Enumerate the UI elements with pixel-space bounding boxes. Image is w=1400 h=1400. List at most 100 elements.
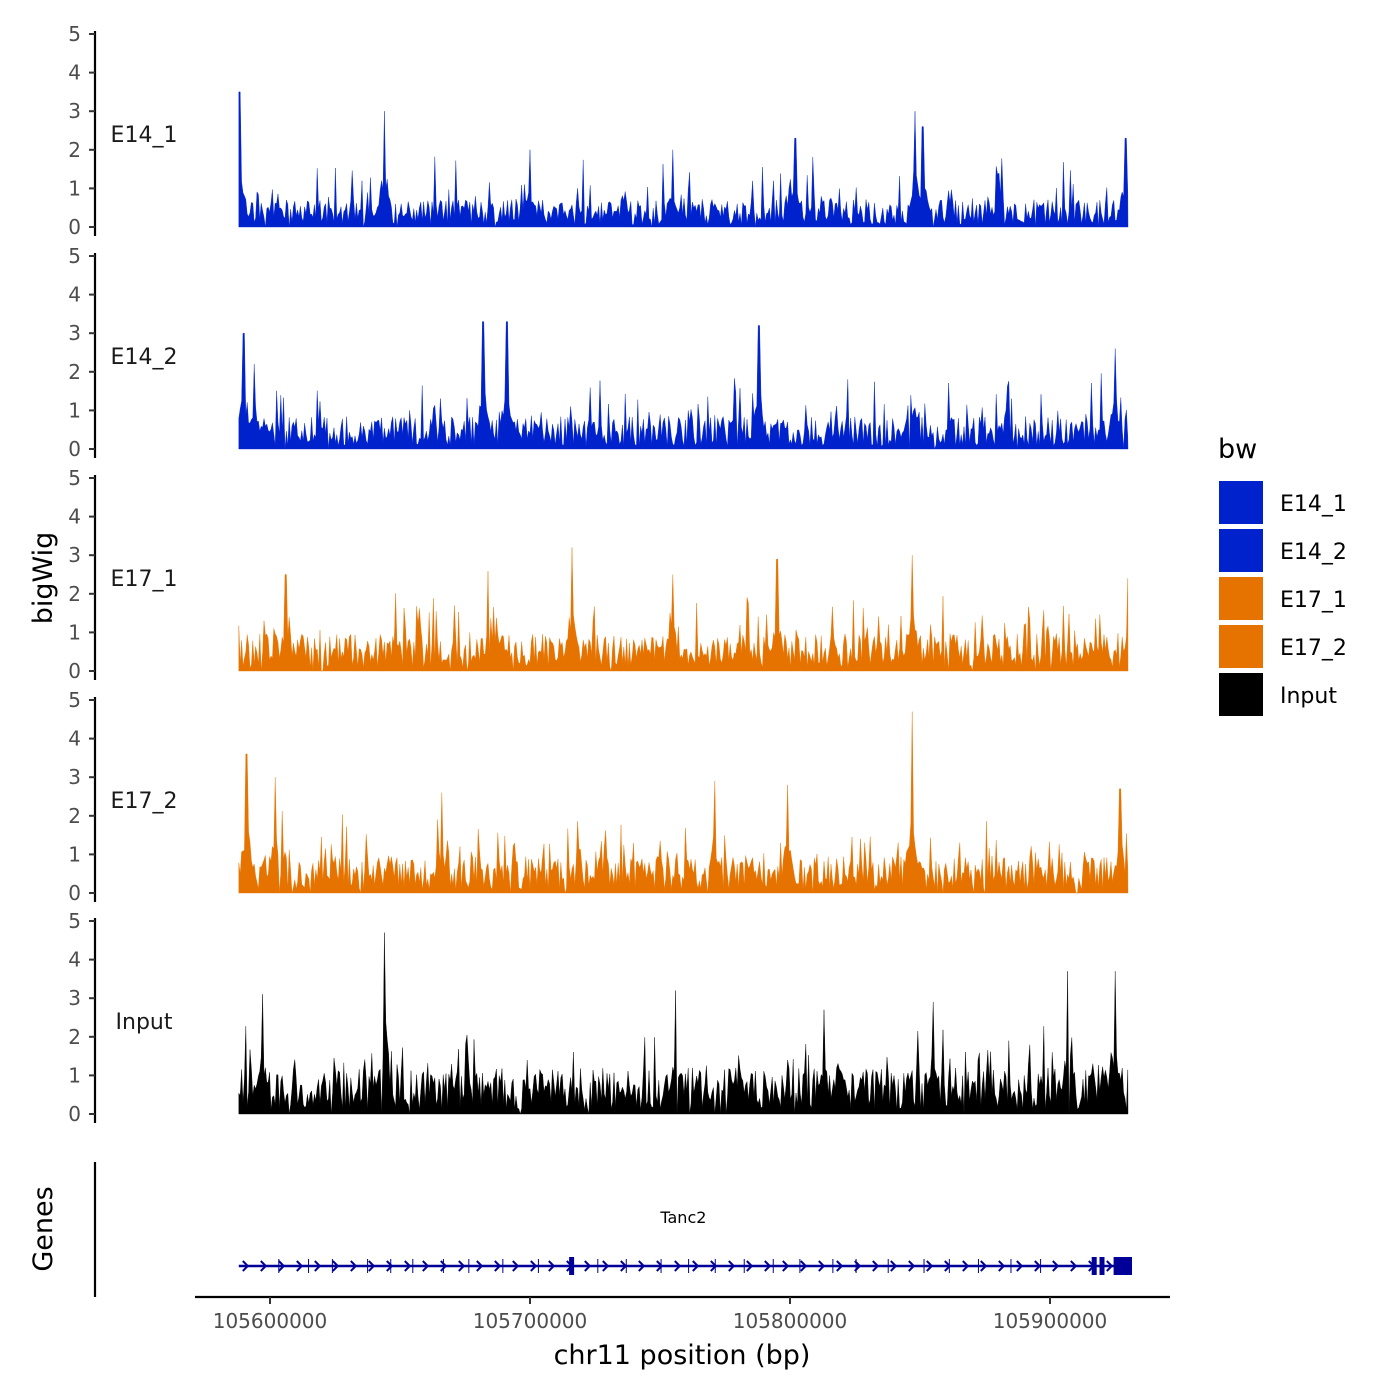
strand-arrow — [980, 1260, 988, 1272]
exon — [569, 1257, 575, 1275]
genes-layer: Tanc2 — [93, 1162, 1132, 1297]
track-label: E14_1 — [111, 123, 178, 148]
strand-arrow — [836, 1260, 844, 1272]
legend-swatch — [1219, 529, 1263, 572]
y-axis-title: bigWig — [28, 532, 59, 625]
strand-arrow — [512, 1260, 520, 1272]
y-tick-label: 4 — [68, 948, 81, 972]
legend-label: E17_2 — [1280, 636, 1347, 661]
strand-arrow — [530, 1260, 538, 1272]
y-tick-label: 4 — [68, 61, 81, 85]
strand-arrow — [1016, 1260, 1024, 1272]
x-tick-label: 105600000 — [213, 1309, 328, 1333]
strand-arrow — [494, 1260, 502, 1272]
legend-swatch — [1219, 625, 1263, 668]
strand-arrow — [476, 1260, 484, 1272]
legend-item: E17_1 — [1219, 577, 1347, 620]
genes-panel-title: Genes — [28, 1186, 59, 1271]
strand-arrow — [692, 1260, 700, 1272]
y-tick-label: 1 — [68, 398, 81, 422]
y-tick-label: 1 — [68, 842, 81, 866]
legend-item: E14_2 — [1219, 529, 1347, 572]
y-tick-label: 0 — [68, 215, 81, 239]
strand-arrow — [1106, 1260, 1114, 1272]
strand-arrow — [368, 1260, 376, 1272]
strand-arrow — [1034, 1260, 1042, 1272]
legend-label: E17_1 — [1280, 588, 1347, 613]
x-axis-title: chr11 position (bp) — [554, 1340, 811, 1371]
legend-label: Input — [1280, 684, 1337, 709]
strand-arrow — [872, 1260, 880, 1272]
x-tick-label: 105900000 — [993, 1309, 1108, 1333]
strand-arrow — [314, 1260, 322, 1272]
y-tick-label: 3 — [68, 543, 81, 567]
strand-arrow — [638, 1260, 646, 1272]
x-tick-label: 105800000 — [733, 1309, 848, 1333]
exon — [1118, 1257, 1127, 1275]
signal-area — [238, 321, 1129, 450]
y-tick-label: 4 — [68, 505, 81, 529]
signal-area — [238, 547, 1129, 672]
y-tick-label: 5 — [68, 244, 81, 268]
y-tick-label: 0 — [68, 659, 81, 683]
strand-arrow — [890, 1260, 898, 1272]
strand-arrow — [710, 1260, 718, 1272]
strand-arrow — [386, 1260, 394, 1272]
strand-arrow — [1070, 1260, 1078, 1272]
y-tick-label: 1 — [68, 1063, 81, 1087]
track-label: E14_2 — [111, 345, 178, 370]
strand-arrow — [800, 1260, 808, 1272]
signal-area — [238, 711, 1129, 894]
strand-arrow — [278, 1260, 286, 1272]
strand-arrow — [584, 1260, 592, 1272]
y-tick-label: 4 — [68, 727, 81, 751]
y-tick-label: 5 — [68, 466, 81, 490]
strand-arrow — [746, 1260, 754, 1272]
exon — [1124, 1257, 1132, 1275]
track-label: E17_1 — [111, 567, 178, 592]
legend-label: E14_1 — [1280, 492, 1347, 517]
legend-item: E14_1 — [1219, 481, 1347, 524]
strand-arrow — [818, 1260, 826, 1272]
track-E17_1: 0 1 2 3 4 5 E17_1 — [68, 466, 1129, 683]
track-label: E17_2 — [111, 789, 178, 814]
y-tick-label: 1 — [68, 176, 81, 200]
strand-arrow — [440, 1260, 448, 1272]
track-Input: 0 1 2 3 4 5 Input — [68, 909, 1129, 1126]
y-tick-label: 2 — [68, 582, 81, 606]
strand-arrow — [998, 1260, 1006, 1272]
legend-label: E14_2 — [1280, 540, 1347, 565]
legend-swatch — [1219, 481, 1263, 524]
exon — [1113, 1257, 1122, 1275]
strand-arrow — [242, 1260, 250, 1272]
legend-item: Input — [1219, 673, 1337, 716]
strand-arrow — [1052, 1260, 1060, 1272]
legend-swatch — [1219, 673, 1263, 716]
strand-arrow — [458, 1260, 466, 1272]
strand-arrow — [962, 1260, 970, 1272]
y-tick-label: 2 — [68, 138, 81, 162]
y-tick-label: 1 — [68, 620, 81, 644]
legend: E14_1 E14_2 E17_1 E17_2 Input — [1219, 481, 1347, 716]
strand-arrow — [260, 1260, 268, 1272]
tracks-layer: 0 1 2 3 4 5 E14_1 0 1 2 3 4 5 E14_2 0 1 2 3 4 5 E17_1 0 1 2 3 4 5 E… — [68, 22, 1129, 1126]
y-tick-label: 2 — [68, 1025, 81, 1049]
y-tick-label: 5 — [68, 22, 81, 46]
y-tick-label: 2 — [68, 360, 81, 384]
y-tick-label: 5 — [68, 909, 81, 933]
y-tick-label: 0 — [68, 881, 81, 905]
y-tick-label: 3 — [68, 765, 81, 789]
gene-Tanc2: Tanc2 — [238, 1208, 1132, 1275]
strand-arrow — [296, 1260, 304, 1272]
legend-swatch — [1219, 577, 1263, 620]
strand-arrow — [926, 1260, 934, 1272]
strand-arrow — [764, 1260, 772, 1272]
x-axis: 105600000 105700000 105800000 105900000 — [195, 1295, 1170, 1333]
y-tick-label: 3 — [68, 986, 81, 1010]
strand-arrow — [656, 1260, 664, 1272]
strand-arrow — [602, 1260, 610, 1272]
x-tick-label: 105700000 — [473, 1309, 588, 1333]
y-tick-label: 0 — [68, 437, 81, 461]
strand-arrow — [332, 1260, 340, 1272]
